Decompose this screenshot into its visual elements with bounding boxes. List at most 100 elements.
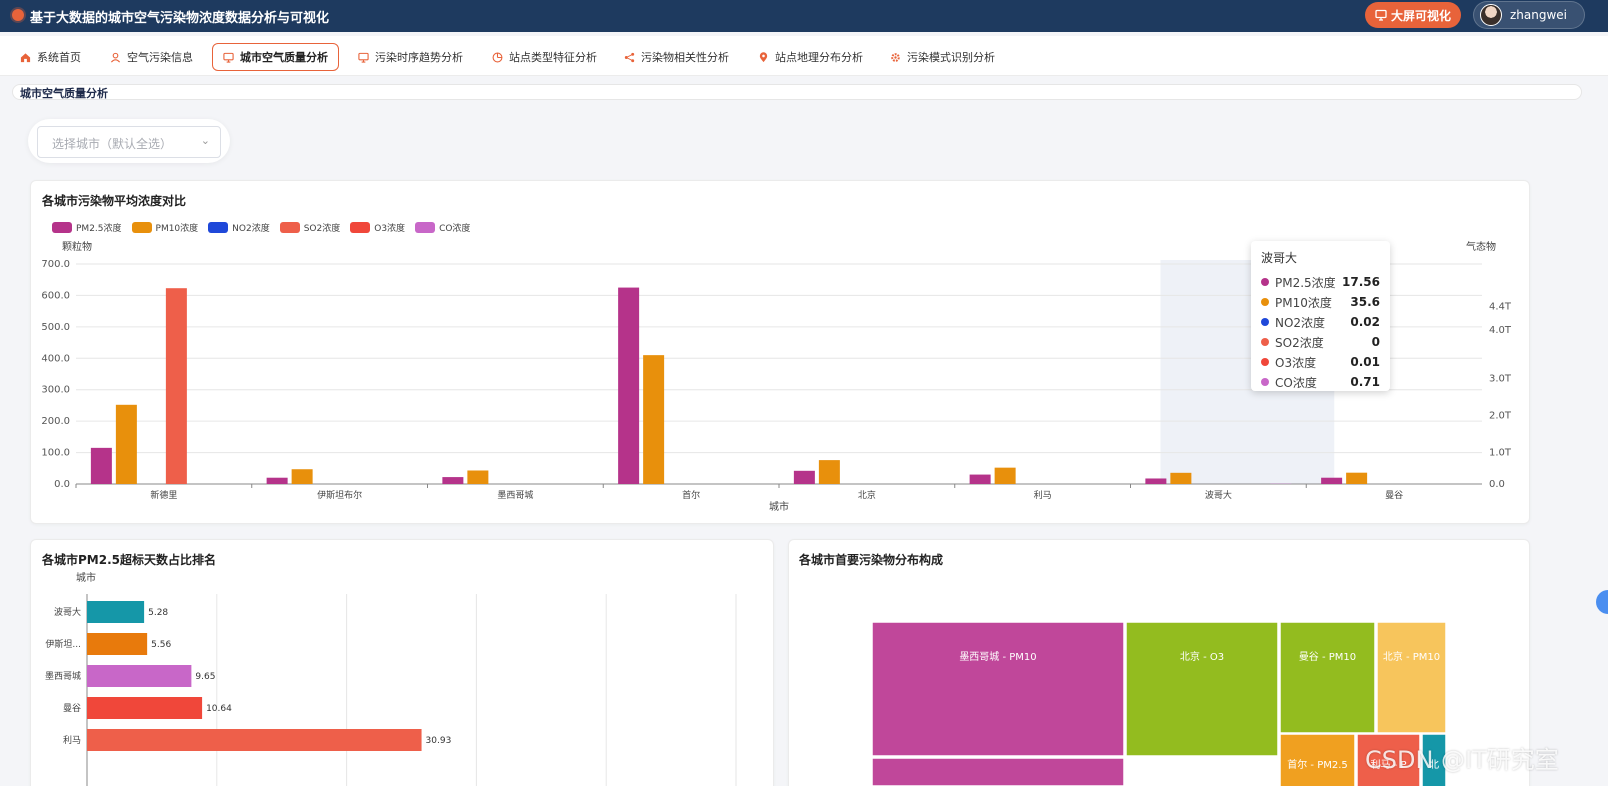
bar <box>87 665 192 687</box>
nav-item-city-quality[interactable]: 城市空气质量分析 <box>212 43 339 71</box>
bar <box>1170 472 1192 484</box>
bar <box>467 470 489 484</box>
location-icon <box>759 51 768 62</box>
treemap-label: 首尔 - PM2.5 <box>1287 758 1348 771</box>
bar <box>266 477 288 484</box>
legend-label: SO2浓度 <box>303 224 341 234</box>
legend-pm10[interactable]: PM10浓度 <box>131 221 198 234</box>
treemap-label: 北 <box>1429 759 1439 771</box>
treemap-label: 墨西哥城 - PM10 <box>959 651 1036 663</box>
city-select[interactable]: 选择城市（默认全选） ⌄ <box>37 126 221 158</box>
y-tick-label: 伊斯坦... <box>45 638 81 650</box>
bar <box>442 477 464 484</box>
nav-item-geo[interactable]: 站点地理分布分析 <box>748 43 873 71</box>
bar <box>115 404 137 484</box>
tooltip-name: SO2浓度 <box>1275 335 1324 350</box>
y-tick-label: 400.0 <box>41 353 70 364</box>
x-tick-label: 墨西哥城 <box>497 490 533 501</box>
legend-label: O3浓度 <box>374 224 406 234</box>
bar <box>87 697 203 719</box>
tooltip-title: 波哥大 <box>1261 251 1298 265</box>
y-tick-label: 0.0 <box>54 479 70 490</box>
bar <box>165 288 187 484</box>
nav-item-station-type[interactable]: 站点类型特征分析 <box>482 43 607 71</box>
data-label: 10.64 <box>206 704 232 714</box>
nav-label: 空气污染信息 <box>127 51 193 64</box>
tooltip-row: CO浓度 0.71 <box>1261 372 1380 392</box>
primary-pollutant-treemap: 墨西哥城 - PM10 北京 - O3 曼谷 - PM10 北京 - PM10 首尔 -… <box>871 621 1447 786</box>
treemap-label: 北京 - O3 <box>1180 650 1224 663</box>
bigscreen-label: 大屏可视化 <box>1390 8 1451 23</box>
tooltip-name: O3浓度 <box>1275 355 1317 370</box>
x-tick-label: 利马 <box>1034 489 1052 501</box>
tooltip-value: 35.6 <box>1350 295 1380 309</box>
bar <box>969 474 991 484</box>
nav-item-home[interactable]: 系统首页 <box>10 43 91 71</box>
data-label: 5.28 <box>148 608 168 618</box>
y2-axis-label: 气态物 <box>1466 240 1496 253</box>
share-icon <box>624 52 635 62</box>
legend-pm25[interactable]: PM2.5浓度 <box>52 221 122 234</box>
tooltip-row: O3浓度 0.01 <box>1261 352 1380 372</box>
chart-tooltip: 波哥大 PM2.5浓度 17.56 PM10浓度 35.6 NO2浓度 0.02 SO… <box>1251 241 1390 391</box>
username: zhangwei <box>1510 8 1568 22</box>
legend-label: NO2浓度 <box>232 224 270 234</box>
y-tick-label: 波哥大 <box>54 606 81 618</box>
tooltip-value: 0.02 <box>1350 315 1380 329</box>
y2-tick-label: 2.0T <box>1489 410 1512 421</box>
x-axis-label: 城市 <box>769 500 789 513</box>
tooltip-value: 0.71 <box>1350 375 1380 389</box>
treemap-cell <box>1279 733 1356 786</box>
nav-label: 污染模式识别分析 <box>907 51 995 64</box>
x-tick-label: 北京 <box>858 489 876 501</box>
legend-no2[interactable]: NO2浓度 <box>208 221 270 234</box>
bigscreen-button[interactable]: 大屏可视化 <box>1365 2 1461 28</box>
nav-item-pollution-info[interactable]: 空气污染信息 <box>100 43 203 71</box>
y-axis-label: 城市 <box>76 571 96 584</box>
y2-tick-label: 3.0T <box>1489 374 1512 385</box>
y-tick-label: 100.0 <box>41 448 70 459</box>
y-tick-label: 利马 <box>63 734 81 746</box>
y-tick-label: 200.0 <box>41 416 70 427</box>
tooltip-name: NO2浓度 <box>1275 315 1326 330</box>
legend-co[interactable]: CO浓度 <box>415 221 470 234</box>
y-tick-label: 500.0 <box>41 322 70 333</box>
screen-icon <box>1375 9 1387 21</box>
y-tick-label: 300.0 <box>41 385 70 396</box>
treemap-cell <box>1376 621 1447 734</box>
bar <box>87 633 148 655</box>
watermark: CSDN @IT研究室 <box>1365 746 1559 774</box>
avatar <box>1480 4 1502 26</box>
side-float-button[interactable] <box>1596 590 1608 614</box>
bar <box>291 469 313 484</box>
treemap-label: 北京 - PM10 <box>1383 650 1440 663</box>
nav-label: 城市空气质量分析 <box>240 51 328 64</box>
user-menu[interactable]: zhangwei <box>1473 1 1585 29</box>
legend-o3[interactable]: O3浓度 <box>350 221 405 234</box>
nav-item-trend[interactable]: 污染时序趋势分析 <box>348 43 473 71</box>
nav-item-pattern[interactable]: 污染模式识别分析 <box>880 43 1005 71</box>
nav-item-correlation[interactable]: 污染物相关性分析 <box>614 43 739 71</box>
section-header <box>12 84 1582 100</box>
bar <box>618 287 640 484</box>
x-tick-label: 首尔 <box>682 489 700 501</box>
treemap-label: 曼谷 - PM10 <box>1299 651 1356 663</box>
nav-label: 系统首页 <box>37 51 81 64</box>
app-title: 基于大数据的城市空气污染物浓度数据分析与可视化 <box>30 11 330 26</box>
tooltip-name: PM10浓度 <box>1275 295 1332 310</box>
legend-so2[interactable]: SO2浓度 <box>279 221 341 234</box>
bar <box>793 470 815 484</box>
bar <box>90 447 112 484</box>
chevron-down-icon: ⌄ <box>200 134 210 147</box>
tooltip-row: PM10浓度 35.6 <box>1261 292 1380 312</box>
y-tick-label: 曼谷 <box>63 703 81 714</box>
tooltip-value: 0.01 <box>1350 355 1380 369</box>
y2-tick-label: 0.0 <box>1489 479 1505 490</box>
y-tick-label: 墨西哥城 <box>45 671 81 682</box>
avg-concentration-chart: 0.0100.0200.0300.0400.0500.0600.0700.00.… <box>41 240 1512 513</box>
x-tick-label: 波哥大 <box>1205 489 1232 501</box>
treemap-cell <box>1125 621 1279 757</box>
x-tick-label: 伊斯坦布尔 <box>317 489 362 501</box>
pie-icon <box>492 52 503 62</box>
